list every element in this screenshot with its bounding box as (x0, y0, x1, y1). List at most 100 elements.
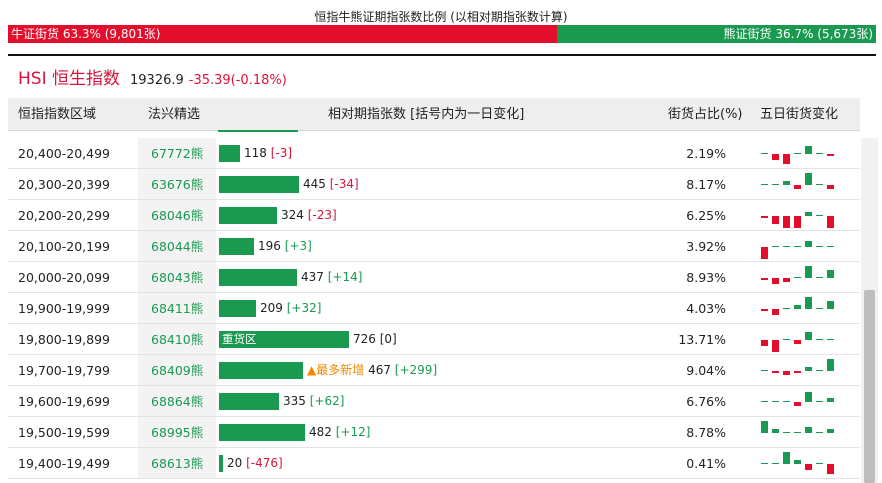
count-change: [0] (379, 332, 397, 346)
spark-bar (805, 212, 812, 216)
row-count: 196 [+3] (258, 231, 312, 262)
row-share: 8.93% (686, 270, 726, 285)
data-rows: 20,400-20,499 67772熊 118 [-3] 2.19% 20,300-2… (8, 138, 860, 479)
table-row: 20,300-20,399 63676熊 445 [-34] 8.17% (8, 169, 860, 200)
spark-bar (783, 432, 790, 433)
scrollbar-thumb[interactable] (864, 290, 875, 483)
spark-bar (772, 246, 779, 247)
row-pick-link[interactable]: 68410熊 (151, 332, 204, 347)
five-day-sparkline (761, 452, 834, 474)
row-count: 118 [-3] (244, 138, 292, 169)
table-row: 19,600-19,699 68864熊 335 [+62] 6.76% (8, 386, 860, 417)
header-count: 相对期指张数 [括号内为一日变化] (328, 107, 525, 122)
spark-bar (783, 278, 790, 282)
pick-cell-background (138, 355, 216, 385)
spark-bar (761, 184, 768, 185)
pick-cell-background (138, 448, 216, 478)
row-range: 19,500-19,599 (18, 425, 110, 440)
table-row: 20,200-20,299 68046熊 324 [-23] 6.25% (8, 200, 860, 231)
five-day-sparkline (761, 146, 834, 164)
spark-bar (794, 340, 801, 344)
index-summary: HSI 恒生指数 19326.9 -35.39(-0.18%) (18, 64, 287, 89)
row-pick-link[interactable]: 67772熊 (151, 146, 204, 161)
spark-bar (761, 463, 768, 464)
table-row: 19,800-19,899 68410熊 重货区 726 [0] 13.71% (8, 324, 860, 355)
pick-cell-background (138, 231, 216, 261)
spark-bar (783, 154, 790, 164)
table-row: 20,100-20,199 68044熊 196 [+3] 3.92% (8, 231, 860, 262)
spark-bar (783, 308, 790, 309)
spark-bar (761, 421, 768, 433)
row-pick-link[interactable]: 68864熊 (151, 394, 204, 409)
spark-bar (783, 339, 790, 340)
spark-bar (772, 463, 779, 464)
pick-cell-background (138, 324, 216, 354)
count-value: 726 (353, 332, 376, 346)
spark-bar (794, 305, 801, 309)
spark-bar (816, 432, 823, 433)
section-separator (8, 54, 876, 56)
row-pick-link[interactable]: 68046熊 (151, 208, 204, 223)
row-pick-link[interactable]: 68613熊 (151, 456, 204, 471)
header-share: 街货占比(%) (668, 107, 743, 122)
spark-bar (805, 427, 812, 433)
spark-bar (794, 460, 801, 464)
row-range: 19,700-19,799 (18, 363, 110, 378)
bull-ratio-segment: 牛证街货 63.3% (9,801张) (8, 25, 558, 43)
count-value: 482 (309, 425, 332, 439)
spark-bar (772, 278, 779, 284)
row-range: 20,300-20,399 (18, 177, 110, 192)
five-day-sparkline (761, 297, 834, 315)
count-bar: 重货区 (219, 331, 349, 348)
spark-bar (772, 184, 779, 185)
spark-bar (783, 401, 790, 402)
spark-bar (794, 402, 801, 406)
spark-bar (783, 181, 790, 185)
spark-bar (761, 153, 768, 154)
spark-bar (805, 266, 812, 278)
count-bar (219, 424, 305, 441)
row-count: 209 [+32] (260, 293, 321, 324)
spark-bar (805, 241, 812, 247)
spark-bar (805, 332, 812, 340)
spark-bar (805, 464, 812, 470)
count-bar (219, 300, 256, 317)
row-pick-link[interactable]: 68995熊 (151, 425, 204, 440)
spark-bar (761, 247, 768, 259)
pick-cell-background (138, 293, 216, 323)
row-pick-link[interactable]: 68043熊 (151, 270, 204, 285)
row-share: 8.17% (686, 177, 726, 192)
row-share: 8.78% (686, 425, 726, 440)
spark-bar (783, 371, 790, 375)
spark-bar (827, 216, 834, 228)
spark-bar (794, 216, 801, 228)
count-bar (219, 176, 299, 193)
row-share: 2.19% (686, 146, 726, 161)
index-name[interactable]: HSI 恒生指数 (18, 69, 120, 89)
table-row: 20,400-20,499 67772熊 118 [-3] 2.19% (8, 138, 860, 169)
spark-bar (827, 185, 834, 189)
spark-bar (772, 340, 779, 352)
spark-bar (772, 154, 779, 160)
row-pick-link[interactable]: 68411熊 (151, 301, 204, 316)
spark-bar (827, 398, 834, 402)
row-count: 445 [-34] (303, 169, 359, 200)
spark-bar (816, 277, 823, 278)
spark-bar (805, 367, 812, 371)
five-day-sparkline (761, 332, 834, 352)
pick-cell-background (138, 386, 216, 416)
row-pick-link[interactable]: 63676熊 (151, 177, 204, 192)
count-change: [+14] (327, 270, 363, 284)
header-range: 恒指指数区域 (18, 107, 97, 122)
count-bar (219, 362, 303, 379)
count-value: 209 (260, 301, 283, 315)
spark-bar (816, 153, 823, 154)
spark-bar (827, 301, 834, 309)
row-pick-link[interactable]: 68409熊 (151, 363, 204, 378)
five-day-sparkline (761, 241, 834, 259)
row-pick-link[interactable]: 68044熊 (151, 239, 204, 254)
five-day-sparkline (761, 212, 834, 228)
row-count: 437 [+14] (301, 262, 362, 293)
spark-bar (805, 297, 812, 309)
row-range: 19,800-19,899 (18, 332, 110, 347)
